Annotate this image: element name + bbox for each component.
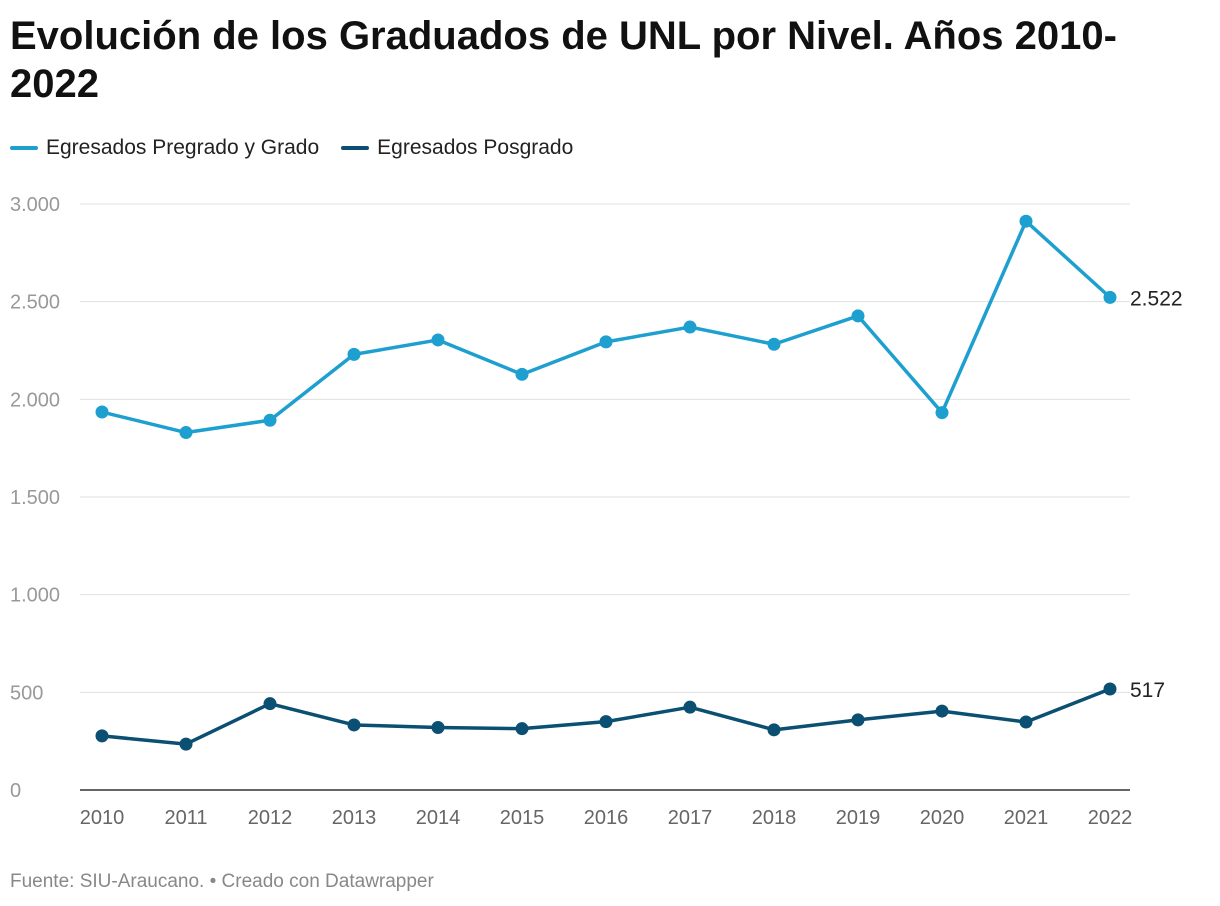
y-tick-label-2500: 2.500 [10,292,60,314]
data-point-posgrado-2015 [515,722,529,736]
data-point-pregrado-2020 [935,406,949,420]
legend-swatch-pregrado [10,146,38,150]
x-tick-label-2013: 2013 [332,807,377,829]
x-tick-label-2011: 2011 [164,807,207,829]
x-tick-label-2010: 2010 [80,807,125,829]
legend-label-posgrado: Egresados Posgrado [377,136,574,159]
y-tick-label-1500: 1.500 [10,487,60,509]
data-point-pregrado-2021 [1019,214,1033,228]
x-tick-label-2017: 2017 [668,807,713,829]
x-tick-label-2014: 2014 [416,807,461,829]
series-line-pregrado [100,219,1112,435]
footer-credit: Creado con Datawrapper [221,871,434,892]
x-tick-label-2016: 2016 [584,807,629,829]
data-point-pregrado-2014 [431,333,445,347]
y-tick-label-2000: 2.000 [10,389,60,411]
data-point-posgrado-2012 [263,697,277,711]
data-point-pregrado-2016 [599,335,613,349]
legend-swatch-posgrado [341,146,370,150]
data-point-pregrado-2017 [683,320,697,334]
chart-title: Evolución de los Graduados de UNL por Ni… [10,14,1117,106]
footer-source: Fuente: SIU-Araucano. [10,871,205,892]
data-point-posgrado-2020 [935,704,949,718]
data-point-posgrado-2021 [1019,715,1033,729]
footer: Fuente: SIU-Araucano. • Creado con Dataw… [10,871,434,893]
data-point-posgrado-2011 [179,737,193,751]
x-tick-label-2020: 2020 [920,807,965,829]
data-point-pregrado-2022 [1103,290,1117,304]
data-point-posgrado-2010 [95,729,109,743]
x-tick-label-2022: 2022 [1088,807,1133,829]
x-tick-label-2018: 2018 [752,807,797,829]
data-point-pregrado-2015 [515,367,529,381]
data-point-posgrado-2018 [767,723,781,737]
y-tick-label-0: 0 [10,780,21,802]
legend-label-pregrado: Egresados Pregrado y Grado [46,136,320,159]
data-point-pregrado-2019 [851,309,865,323]
data-point-posgrado-2022 [1103,682,1117,696]
data-point-pregrado-2010 [95,405,109,419]
data-point-posgrado-2013 [347,718,361,732]
x-tick-label-2019: 2019 [836,807,881,829]
x-tick-label-2021: 2021 [1004,807,1049,829]
data-point-posgrado-2019 [851,713,865,727]
legend: Egresados Pregrado y Grado Egresados Pos… [10,136,595,160]
legend-item-posgrado: Egresados Posgrado [341,136,573,160]
data-point-pregrado-2011 [179,426,193,440]
data-point-posgrado-2017 [683,700,697,714]
footer-separator: • [209,871,217,892]
data-point-pregrado-2018 [767,337,781,351]
data-point-posgrado-2016 [599,715,613,729]
x-tick-label-2015: 2015 [500,807,545,829]
y-tick-label-3000: 3.000 [10,194,60,216]
end-label-posgrado: 517 [1130,679,1165,702]
line-chart: 0 500 1.000 1.500 2.000 2.500 3.000 2010 2011 201… [10,194,1183,829]
x-tick-label-2012: 2012 [248,807,293,829]
end-label-pregrado: 2.522 [1130,287,1183,310]
legend-item-pregrado: Egresados Pregrado y Grado [10,136,319,160]
y-tick-label-500: 500 [10,682,43,704]
data-point-pregrado-2012 [263,413,277,427]
data-point-pregrado-2013 [347,347,361,361]
y-tick-label-1000: 1.000 [10,585,60,607]
data-point-posgrado-2014 [431,720,445,734]
